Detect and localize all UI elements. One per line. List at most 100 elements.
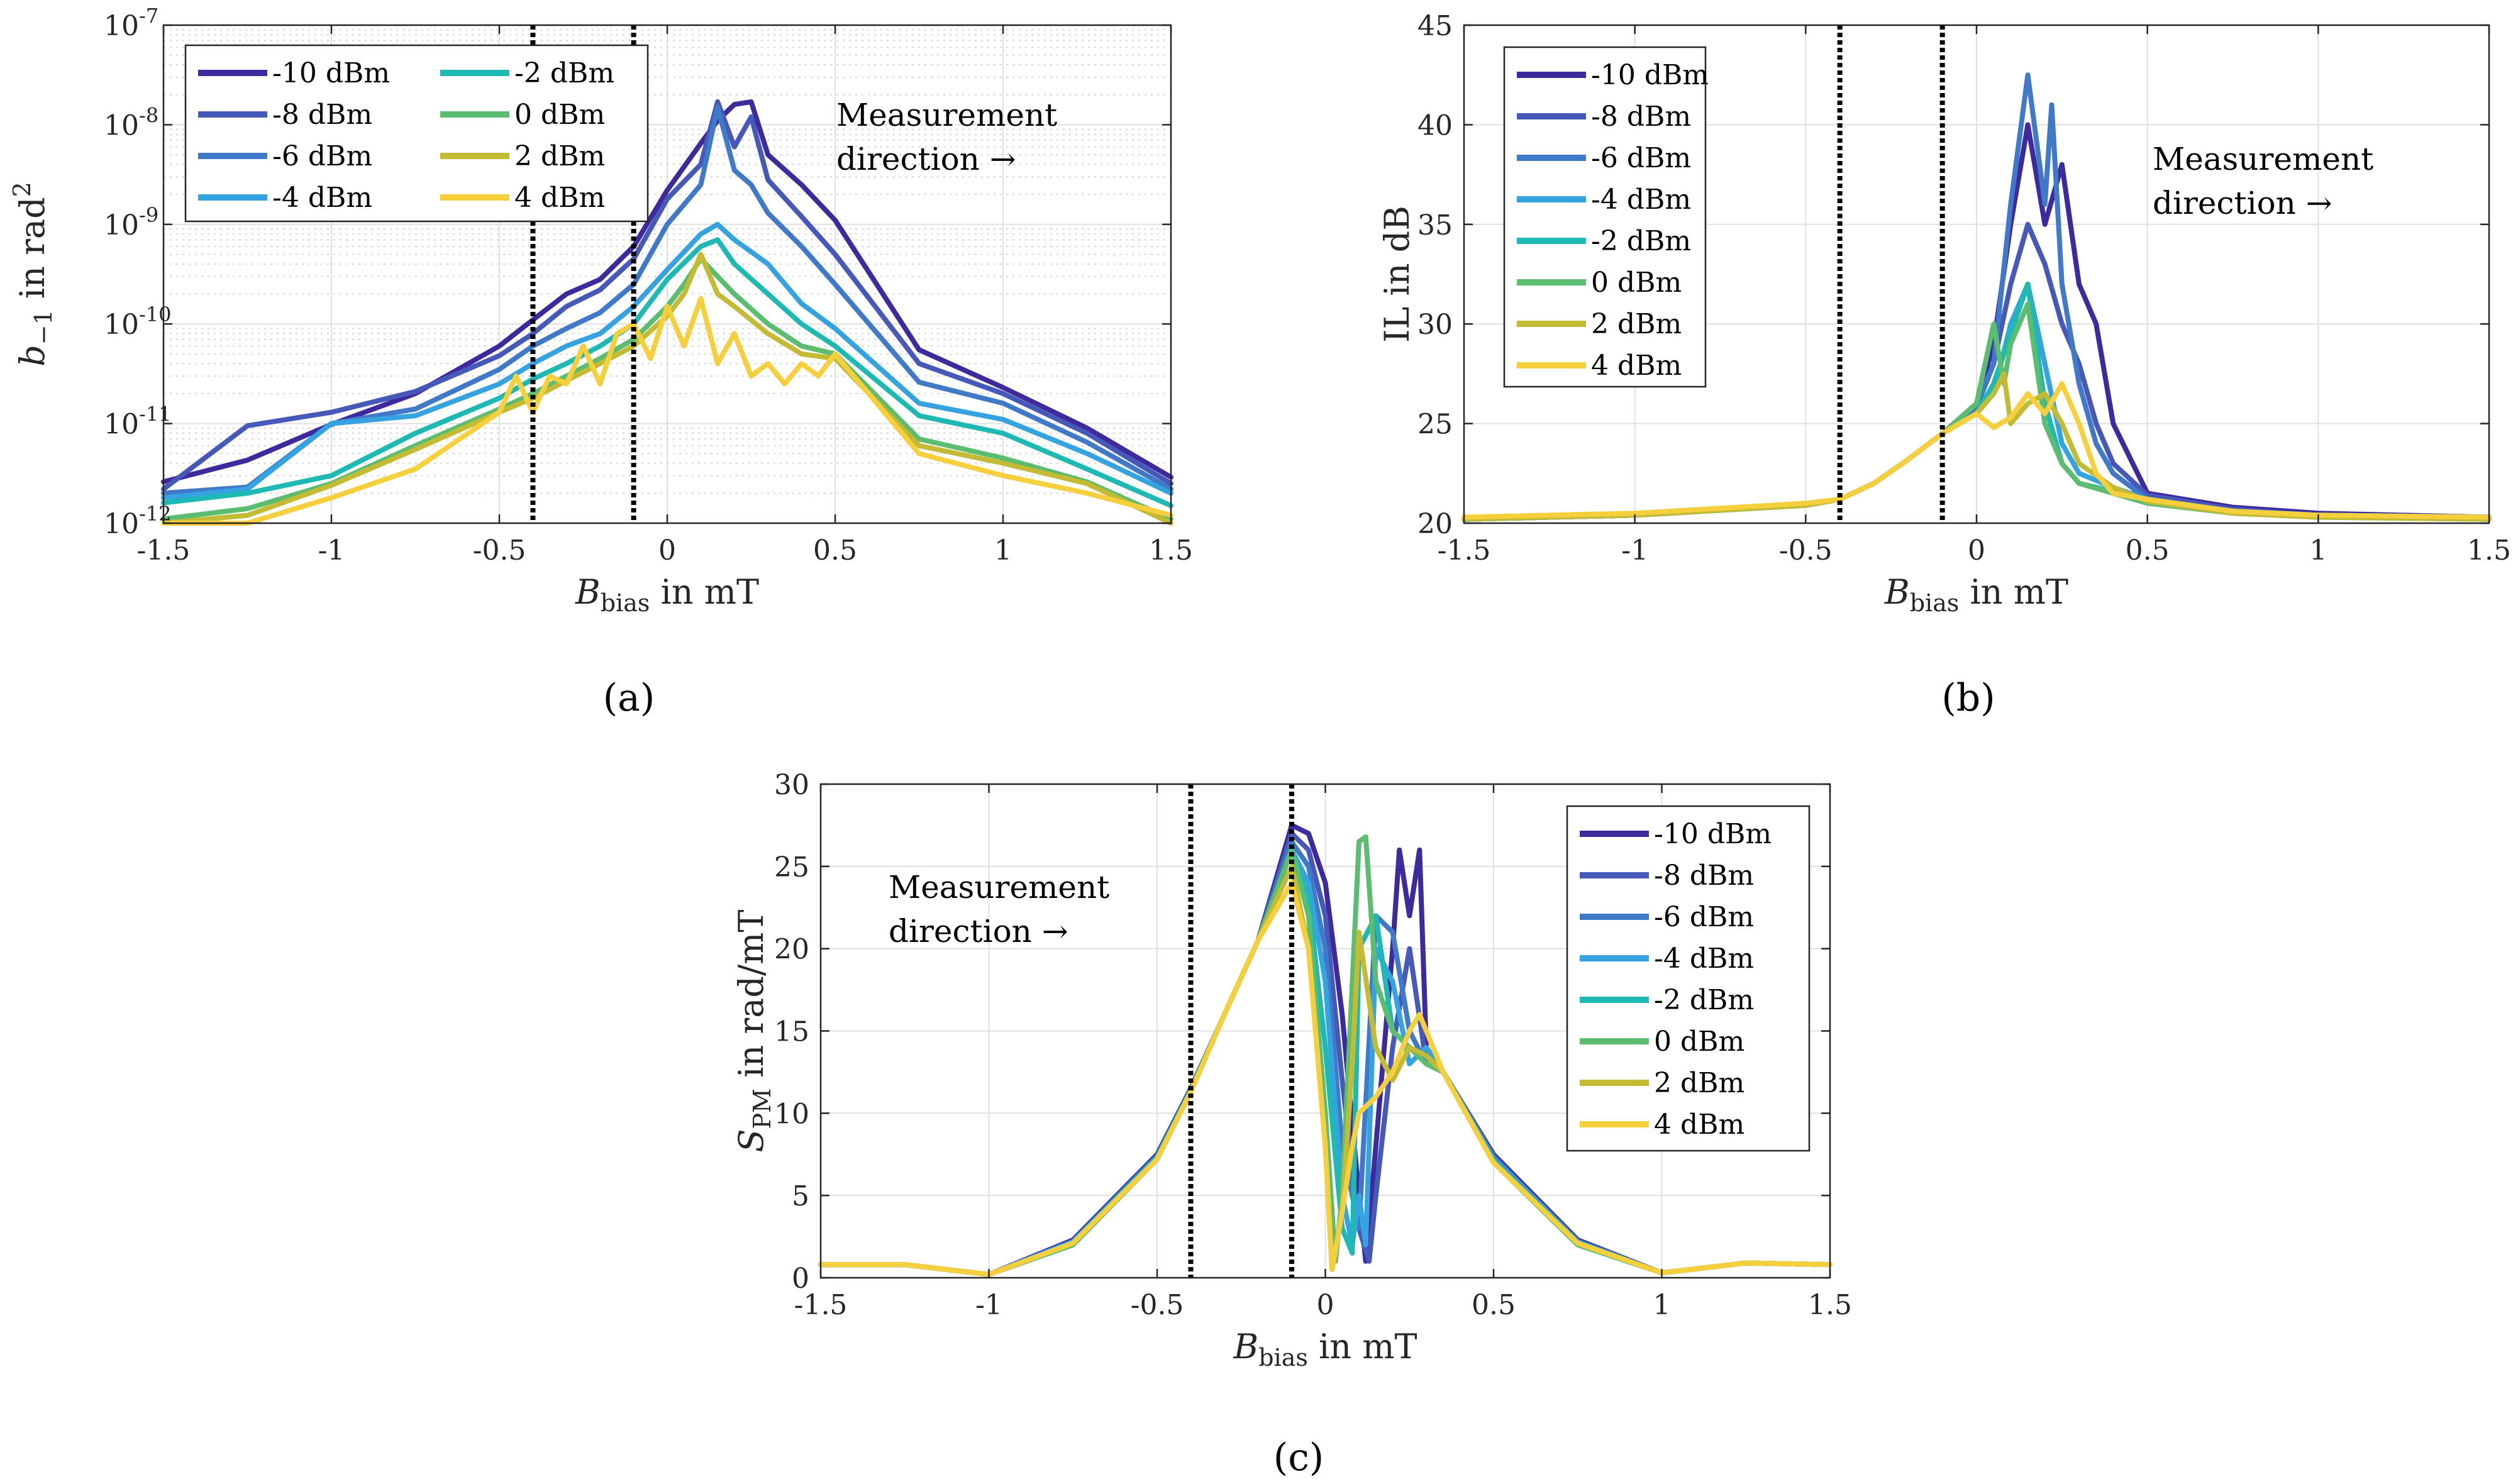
legend-item: -2 dBm	[1580, 984, 1754, 1016]
x-axis-label: Bbias in mT	[575, 572, 759, 617]
x-tick-label: 0.5	[1472, 1289, 1516, 1321]
legend-label: 0 dBm	[1654, 1026, 1744, 1058]
legend-item: -4 dBm	[1580, 943, 1754, 975]
legend-label: -2 dBm	[1654, 984, 1754, 1016]
y-tick-label: 5	[792, 1180, 809, 1212]
legend-label: -8 dBm	[272, 99, 372, 131]
legend-label: -2 dBm	[1591, 225, 1691, 257]
x-tick-label: 0	[1968, 534, 1985, 567]
legend-item: -10 dBm	[1517, 59, 1709, 91]
y-tick-label: 0	[792, 1263, 809, 1295]
legend-item: 2 dBm	[1580, 1067, 1744, 1099]
y-tick-label: 20	[774, 934, 809, 966]
y-axis-label: IL in dB	[1377, 206, 1417, 343]
legend-label: 4 dBm	[514, 182, 605, 214]
x-tick-label: 0.5	[2126, 534, 2170, 567]
legend-item: -8 dBm	[1517, 101, 1691, 133]
annotation-line: Measurement	[889, 869, 1109, 905]
x-tick-label: 1	[1653, 1289, 1671, 1321]
annotation-line: direction →	[836, 141, 1016, 177]
y-tick-label: 25	[1417, 409, 1453, 441]
legend-item: 4 dBm	[440, 182, 605, 214]
y-tick-label: 25	[774, 851, 809, 883]
legend-item: -8 dBm	[1580, 860, 1754, 892]
y-tick-label: 45	[1417, 10, 1453, 42]
y-tick-label: 10-10	[104, 302, 172, 341]
x-tick-label: -1.5	[137, 534, 191, 567]
x-tick-label: -1	[318, 534, 345, 567]
legend-label: 4 dBm	[1654, 1109, 1744, 1141]
y-tick-label: 10-9	[104, 203, 158, 241]
chart-panel-b: -1.5 -1 -0.5 0 0.5 1 1.5 20 25 30 35 40 45 Bbias in m…	[1377, 10, 2511, 720]
annotation-line: direction →	[2153, 185, 2332, 221]
legend-label: -6 dBm	[272, 140, 372, 172]
legend-label: 2 dBm	[1654, 1067, 1744, 1099]
legend-item: 0 dBm	[1580, 1026, 1744, 1058]
legend-item: 4 dBm	[1580, 1109, 1744, 1141]
x-tick-label: -1	[975, 1289, 1002, 1321]
legend-item: -4 dBm	[1517, 184, 1691, 216]
series-line--4dbm	[161, 221, 1173, 501]
legend-item: 2 dBm	[1517, 308, 1682, 340]
legend-item: -2 dBm	[1517, 225, 1691, 257]
legend: -10 dBm -8 dBm -6 dBm -4 dBm -2 dBm 0 dBm 2 dB…	[1566, 805, 1811, 1152]
x-tick-label: 1.5	[2467, 534, 2511, 567]
legend-label: 2 dBm	[1591, 308, 1682, 340]
y-axis-label: b−1 in rad2	[8, 182, 57, 367]
chart-panel-c: -1.5 -1 -0.5 0 0.5 1 1.5 0 5 10 15 20 25 30 Bbias in m…	[731, 769, 1852, 1480]
series-group	[1461, 72, 2492, 522]
x-tick-label: 0.5	[813, 534, 857, 567]
legend: -10 dBm -8 dBm -6 dBm -4 dBm -2 dBm 0 dBm 2 dB…	[184, 44, 649, 223]
annotation-line: Measurement	[836, 97, 1057, 133]
legend-box	[1566, 805, 1811, 1152]
legend-item: 2 dBm	[440, 140, 605, 172]
x-tick-label: 1.5	[1149, 534, 1193, 567]
legend-label: -4 dBm	[1591, 184, 1691, 216]
legend-label: -6 dBm	[1591, 142, 1691, 174]
x-tick-label: 1	[994, 534, 1012, 567]
measurement-direction-annotation: Measurement direction →	[2153, 141, 2373, 221]
series-line-4dbm	[818, 880, 1833, 1277]
legend-label: -10 dBm	[1591, 59, 1709, 91]
legend-item: -6 dBm	[1517, 142, 1691, 174]
legend-item: -10 dBm	[1580, 818, 1772, 850]
legend: -10 dBm -8 dBm -6 dBm -4 dBm -2 dBm 0 dBm 2 dB…	[1503, 46, 1709, 388]
x-tick-label: -1.5	[794, 1289, 848, 1321]
legend-item: -6 dBm	[1580, 901, 1754, 933]
measurement-direction-annotation: Measurement direction →	[889, 869, 1109, 950]
legend-item: 0 dBm	[440, 99, 605, 131]
legend-item: 0 dBm	[1517, 267, 1682, 299]
annotation-line: Measurement	[2153, 141, 2373, 177]
series-line-0dbm	[161, 256, 1173, 522]
panel-label: (c)	[1273, 1436, 1324, 1480]
x-tick-label: -0.5	[473, 534, 526, 567]
x-axis-label: Bbias in mT	[1884, 572, 2068, 617]
y-tick-label: 30	[1417, 309, 1453, 341]
legend-item: -6 dBm	[198, 140, 372, 172]
legend-label: -10 dBm	[272, 57, 390, 89]
legend-box	[1503, 46, 1707, 388]
legend-label: -4 dBm	[272, 182, 372, 214]
x-axis-label: Bbias in mT	[1233, 1327, 1417, 1371]
y-tick-label: 35	[1417, 209, 1453, 241]
legend-item: -2 dBm	[440, 57, 614, 89]
series-line--8dbm	[161, 99, 1173, 492]
panel-label: (b)	[1941, 676, 1995, 720]
legend-label: 0 dBm	[1591, 267, 1682, 299]
y-tick-label: 30	[774, 769, 809, 801]
legend-label: 4 dBm	[1591, 350, 1682, 382]
y-tick-label: 10-11	[104, 402, 172, 441]
x-tick-label: 0	[1317, 1289, 1334, 1321]
y-tick-label: 10-12	[104, 502, 172, 540]
chart-panel-a: -1.5 -1 -0.5 0 0.5 1 1.5 10-12 10-11 10-10 10-9 10-…	[8, 4, 1193, 720]
series-group	[161, 99, 1173, 526]
legend-item: -8 dBm	[198, 99, 372, 131]
legend-item: -4 dBm	[198, 182, 372, 214]
x-tick-label: 1	[2309, 534, 2327, 567]
y-tick-label: 15	[774, 1016, 809, 1048]
annotation-line: direction →	[889, 913, 1068, 950]
x-tick-label: -0.5	[1779, 534, 1833, 567]
x-tick-label: -1.5	[1438, 534, 1491, 567]
legend-label: -8 dBm	[1654, 860, 1754, 892]
